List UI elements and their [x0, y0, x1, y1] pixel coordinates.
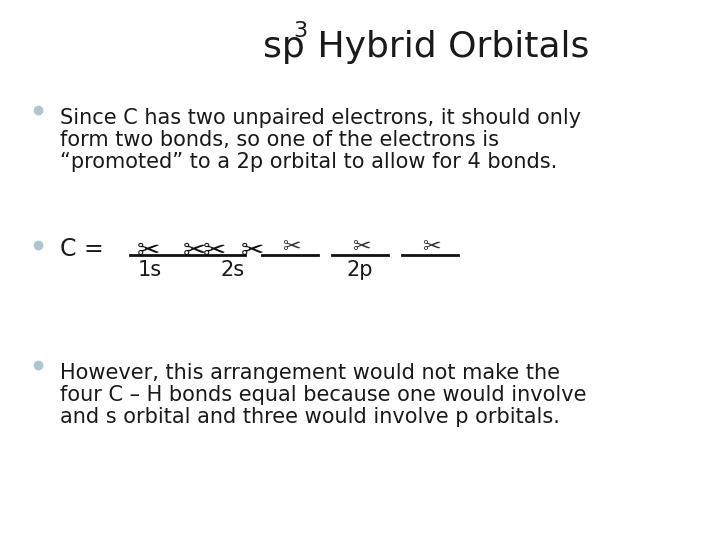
Text: However, this arrangement would not make the: However, this arrangement would not make… — [60, 363, 560, 383]
Text: form two bonds, so one of the electrons is: form two bonds, so one of the electrons … — [60, 130, 499, 150]
Text: 1s: 1s — [138, 260, 162, 280]
Text: 2p: 2p — [347, 260, 373, 280]
Text: four C – H bonds equal because one would involve: four C – H bonds equal because one would… — [60, 385, 587, 405]
Text: ✂: ✂ — [137, 237, 161, 265]
Text: sp: sp — [263, 30, 305, 64]
Text: ✂: ✂ — [241, 237, 264, 265]
Text: ✂: ✂ — [282, 237, 301, 257]
Text: Hybrid Orbitals: Hybrid Orbitals — [306, 30, 590, 64]
Text: Since C has two unpaired electrons, it should only: Since C has two unpaired electrons, it s… — [60, 108, 581, 128]
Text: 3: 3 — [293, 21, 307, 41]
Text: C =: C = — [60, 237, 112, 261]
Text: ✂: ✂ — [422, 237, 441, 257]
Text: 2s: 2s — [221, 260, 245, 280]
Text: ✂: ✂ — [203, 237, 226, 265]
Text: and s orbital and three would involve p orbitals.: and s orbital and three would involve p … — [60, 407, 560, 427]
Text: “promoted” to a 2p orbital to allow for 4 bonds.: “promoted” to a 2p orbital to allow for … — [60, 152, 557, 172]
Text: ✂: ✂ — [352, 237, 371, 257]
Text: ✂: ✂ — [183, 237, 206, 265]
